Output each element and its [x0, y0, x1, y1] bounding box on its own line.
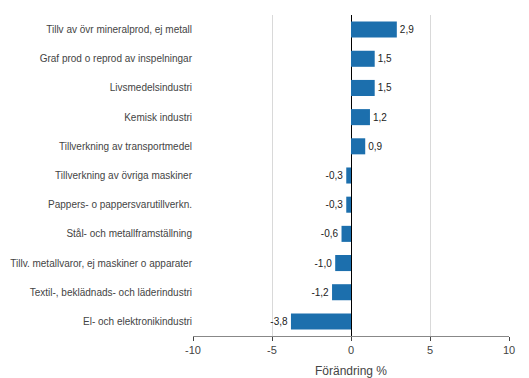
svg-text:Tillverkning av övriga maskine: Tillverkning av övriga maskiner [55, 170, 193, 181]
svg-text:Kemisk industri: Kemisk industri [124, 112, 192, 123]
svg-text:Stål- och metallframställning: Stål- och metallframställning [66, 228, 192, 239]
svg-text:-0,3: -0,3 [326, 199, 344, 210]
svg-text:2,9: 2,9 [400, 24, 414, 35]
svg-text:Tillv av övr mineralprod, ej m: Tillv av övr mineralprod, ej metall [46, 24, 192, 35]
svg-text:0: 0 [348, 344, 354, 356]
svg-text:-1,0: -1,0 [315, 258, 333, 269]
svg-text:0,9: 0,9 [368, 141, 382, 152]
svg-text:Förändring %: Förändring % [315, 364, 387, 378]
svg-text:Tillv. metallvaror, ej maskine: Tillv. metallvaror, ej maskiner o appara… [10, 258, 192, 269]
svg-text:-0,6: -0,6 [321, 228, 339, 239]
svg-text:-10: -10 [185, 344, 201, 356]
svg-text:Textil-, beklädnads- och läder: Textil-, beklädnads- och läderindustri [30, 287, 192, 298]
svg-text:1,2: 1,2 [373, 112, 387, 123]
svg-text:1,5: 1,5 [378, 82, 392, 93]
svg-text:-1,2: -1,2 [311, 287, 329, 298]
svg-text:10: 10 [503, 344, 515, 356]
svg-text:-3,8: -3,8 [270, 316, 288, 327]
svg-text:5: 5 [427, 344, 433, 356]
svg-text:Tillverkning av transportmedel: Tillverkning av transportmedel [59, 141, 192, 152]
svg-text:Pappers- o pappersvarutillverk: Pappers- o pappersvarutillverkn. [48, 199, 192, 210]
svg-text:-0,3: -0,3 [326, 170, 344, 181]
svg-text:1,5: 1,5 [378, 53, 392, 64]
svg-text:-5: -5 [267, 344, 277, 356]
svg-text:Livsmedelsindustri: Livsmedelsindustri [110, 82, 192, 93]
svg-text:El- och elektronikindustri: El- och elektronikindustri [83, 316, 192, 327]
svg-text:Graf prod o reprod av inspelni: Graf prod o reprod av inspelningar [40, 53, 193, 64]
